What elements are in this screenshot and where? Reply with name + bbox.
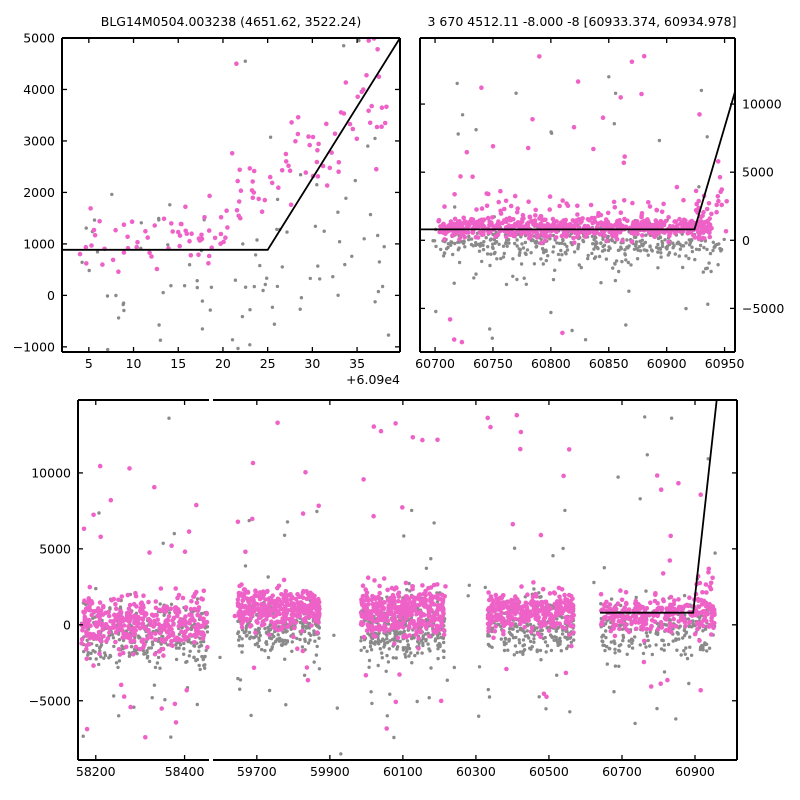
x-tick-label: 60850 [589,356,629,371]
axes-spines-bottom [77,399,738,761]
scatter-gray-top-left [80,38,391,352]
axes-ticks-top-right [420,38,735,352]
scatter-pink-top-left [77,38,389,275]
x-tick-label: 60900 [675,764,715,779]
fit-line-top-right [420,91,735,231]
y-tick-label: 0 [47,288,55,303]
plot-area-bottom [79,400,718,756]
plot-area-top-right [420,53,735,345]
plot-panels: 5 10 15 20 25 30 35 −1000 0 1000 2000 3000 4000 5000 +… [13,31,785,780]
axes-tick-labels-top-left: 5 10 15 20 25 30 35 −1000 0 1000 2000 3000 4000 5000 +… [13,31,400,388]
plot-area-top-left [62,38,400,352]
y-tick-label: 0 [63,617,71,632]
x-tick-label: 5 [85,356,93,371]
y-tick-label: 10000 [31,465,71,480]
x-tick-label: 60700 [602,764,642,779]
y-tick-label: −5000 [742,301,784,316]
axes-spines-top-left [61,37,401,353]
y-tick-label: 2000 [23,185,55,200]
y-tick-label: −1000 [13,339,55,354]
x-axis-offset-label: +6.09e4 [346,372,400,387]
y-tick-label: 0 [742,233,750,248]
axes-ticks-top-left [62,37,400,352]
fit-line-bottom [600,400,718,614]
x-tick-label: 25 [260,356,276,371]
x-tick-label: 58400 [165,764,205,779]
x-tick-label: 60800 [531,356,571,371]
y-tick-label: 3000 [23,133,55,148]
scatter-pink-bottom [79,412,717,740]
x-tick-label: 60100 [383,764,423,779]
x-tick-label: 60750 [473,356,513,371]
x-tick-label: 60900 [647,356,687,371]
y-tick-label: 5000 [742,165,774,180]
fit-line-top-left [62,38,400,251]
y-tick-label: 1000 [23,236,55,251]
y-tick-label: 5000 [23,31,55,46]
x-tick-label: 15 [170,356,186,371]
axes-spines-top-right [419,37,736,353]
x-tick-label: 10 [126,356,142,371]
axes-tick-labels-top-right: 60700 60750 60800 60850 60900 60950 −5000 0 5000… [415,97,784,371]
panel-bottom: 58200 58400 59700 59900 60100 60300 60500 60700… [29,399,738,779]
x-tick-label: 30 [304,356,320,371]
y-tick-label: 5000 [39,541,71,556]
x-tick-label: 59900 [310,764,350,779]
x-tick-label: 60700 [415,356,455,371]
x-tick-label: 60950 [705,356,745,371]
x-tick-label: 20 [215,356,231,371]
x-tick-label: 60300 [456,764,496,779]
panel-title-right: 3 670 4512.11 -8.000 -8 [60933.374, 6093… [427,14,736,29]
x-tick-label: 35 [349,356,365,371]
axes-tick-labels-bottom: 58200 58400 59700 59900 60100 60300 60500 60700… [29,465,715,779]
panel-title-left: BLG14M0504.003238 (4651.62, 3522.24) [101,14,361,29]
panel-top-left: 5 10 15 20 25 30 35 −1000 0 1000 2000 3000 4000 5000 +… [13,31,401,388]
y-tick-label: 10000 [742,97,782,112]
axes-ticks-bottom [78,400,737,760]
y-tick-label: 4000 [23,82,55,97]
x-tick-label: 58200 [76,764,116,779]
x-tick-label: 60500 [529,764,569,779]
scatter-pink-top-right [436,53,729,345]
panel-top-right: 60700 60750 60800 60850 60900 60950 −5000 0 5000… [415,37,784,371]
x-tick-label: 59700 [237,764,277,779]
y-tick-label: −5000 [29,693,71,708]
